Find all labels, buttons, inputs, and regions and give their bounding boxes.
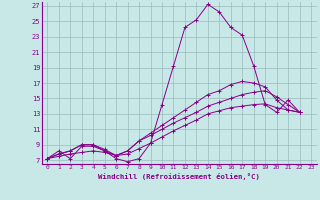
X-axis label: Windchill (Refroidissement éolien,°C): Windchill (Refroidissement éolien,°C)	[98, 173, 260, 180]
